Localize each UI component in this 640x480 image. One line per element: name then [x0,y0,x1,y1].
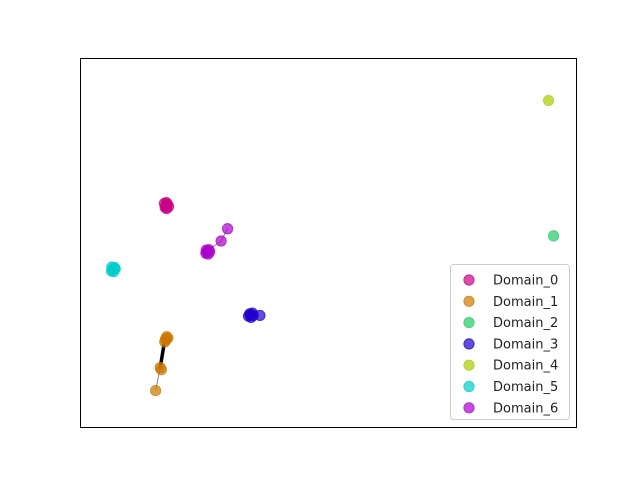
point-domain-2-0 [547,230,560,242]
legend-marker-domain-3 [463,338,475,350]
point-domain-6-6 [215,235,227,247]
legend-label-domain-6: Domain_6 [493,401,558,416]
legend-label-domain-3: Domain_3 [493,337,558,352]
legend-label-domain-2: Domain_2 [493,316,558,331]
legend-label-domain-5: Domain_5 [493,380,558,395]
legend-item-domain-5: Domain_5 [463,380,558,395]
legend-item-domain-2: Domain_2 [463,316,558,331]
series-domain-3 [242,307,266,323]
legend-item-domain-3: Domain_3 [463,337,558,352]
legend-item-domain-1: Domain_1 [463,295,558,310]
point-domain-6-7 [221,223,234,235]
point-domain-3-5 [244,308,256,320]
series-domain-1 [150,331,174,397]
legend-marker-domain-6 [463,402,475,414]
legend-marker-domain-1 [463,295,475,307]
legend-frame [450,264,570,420]
legend-item-domain-6: Domain_6 [463,401,558,416]
legend-marker-domain-0 [463,274,475,286]
legend-label-domain-1: Domain_1 [493,295,558,310]
series-domain-6 [200,223,234,260]
point-domain-1-4 [159,333,172,345]
legend-label-domain-4: Domain_4 [493,359,558,374]
point-domain-1-6 [155,364,167,376]
legend-marker-domain-2 [463,316,475,329]
series-domain-5 [105,261,121,278]
legend-marker-domain-5 [463,380,475,393]
point-domain-5-5 [106,261,118,273]
point-domain-4-0 [542,94,555,107]
legend-item-domain-0: Domain_0 [463,274,558,289]
point-domain-3-6 [254,309,266,322]
point-domain-6-5 [200,244,212,256]
point-domain-0-7 [160,197,172,209]
series-domain-2 [547,230,560,242]
point-domain-1-7 [150,384,162,397]
plot-area-frame [80,58,577,428]
legend-item-domain-4: Domain_4 [463,359,558,374]
series-domain-0 [158,197,175,215]
points-layer [105,94,560,397]
legend: Domain_0 Domain_1 Domain_2 Domain_3 Domain_4… [450,264,570,420]
legend-marker-domain-4 [463,359,475,371]
legend-label-domain-0: Domain_0 [493,274,558,289]
series-domain-4 [542,94,555,107]
